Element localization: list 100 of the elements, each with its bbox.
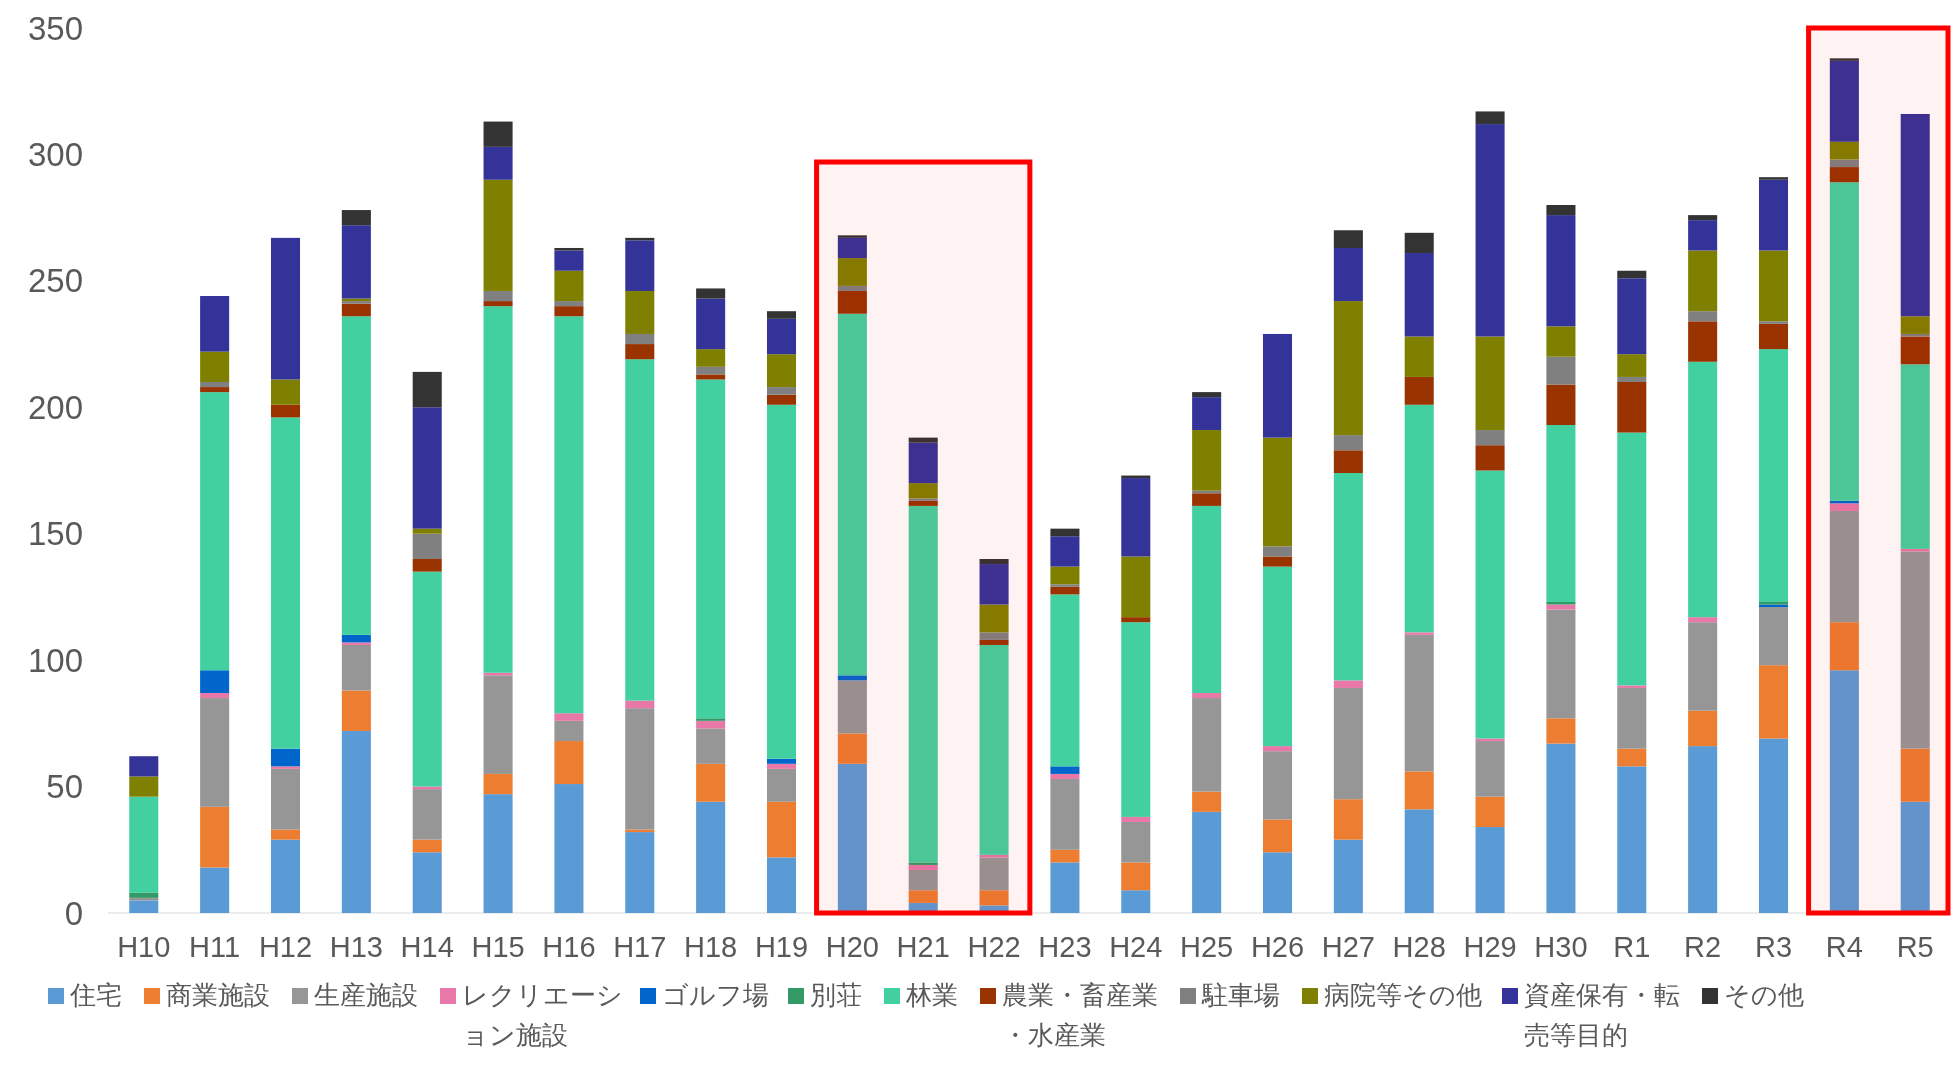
- bar: [1546, 326, 1576, 357]
- bar: [766, 758, 797, 764]
- bar: [483, 794, 513, 913]
- bar: [908, 505, 938, 863]
- x-tick-label: H20: [825, 931, 879, 963]
- bar: [483, 675, 513, 774]
- bar: [1829, 141, 1859, 160]
- legend-label: 病院等その他: [1324, 980, 1482, 1010]
- bar: [696, 728, 726, 764]
- bar: [1475, 827, 1505, 913]
- bar: [696, 379, 726, 719]
- bar: [1333, 435, 1363, 451]
- bar: [1617, 270, 1647, 279]
- bar: [1688, 710, 1718, 747]
- bar: [1688, 250, 1718, 312]
- bar: [1829, 510, 1859, 623]
- bar: [1546, 205, 1576, 216]
- bar: [1829, 167, 1859, 183]
- bar: [1617, 278, 1647, 355]
- bar: [908, 862, 938, 865]
- legend-label: 商業施設: [166, 980, 270, 1010]
- bar: [1262, 819, 1293, 853]
- bar: [1192, 430, 1222, 491]
- bar: [979, 905, 1009, 913]
- bar: [1688, 220, 1718, 251]
- x-tick-label: H27: [1321, 931, 1375, 963]
- y-tick-label: 0: [64, 894, 83, 932]
- bar: [1121, 478, 1151, 557]
- x-tick-label: H11: [189, 931, 241, 963]
- bar: [483, 121, 513, 147]
- x-tick-label: H28: [1392, 931, 1446, 963]
- x-tick-label: H15: [471, 931, 525, 963]
- bar: [1617, 685, 1647, 688]
- bar: [341, 642, 371, 645]
- bar: [625, 708, 655, 830]
- bar: [1333, 450, 1363, 474]
- bar: [1404, 336, 1434, 377]
- bar: [1192, 791, 1222, 812]
- bar: [766, 768, 797, 802]
- y-tick-label: 200: [27, 388, 83, 426]
- bar: [1475, 741, 1505, 797]
- bar: [1192, 698, 1222, 792]
- x-tick-label: H26: [1250, 931, 1305, 963]
- bar: [1262, 746, 1293, 752]
- bar: [766, 404, 797, 759]
- bar: [412, 371, 442, 408]
- bar: [1475, 430, 1505, 446]
- bar: [1050, 773, 1080, 779]
- bar: [1758, 250, 1789, 322]
- bar: [908, 483, 938, 499]
- x-tick-label: H30: [1534, 931, 1588, 963]
- bar: [908, 890, 938, 903]
- bar: [1050, 584, 1080, 587]
- bar: [1758, 738, 1789, 913]
- bar: [341, 303, 371, 317]
- bar: [554, 713, 584, 721]
- bar: [129, 796, 159, 893]
- bar: [483, 306, 513, 673]
- bar: [483, 179, 513, 291]
- bar: [1404, 809, 1434, 913]
- x-tick-label: H16: [542, 931, 596, 963]
- x-tick-label: R3: [1754, 931, 1793, 963]
- bar: [129, 892, 159, 898]
- bar: [1121, 890, 1151, 913]
- bar: [1900, 113, 1930, 317]
- bar: [1475, 336, 1505, 431]
- bar: [1262, 852, 1293, 913]
- bar: [1688, 215, 1718, 221]
- bar: [270, 768, 301, 830]
- bar: [129, 756, 159, 777]
- bar: [696, 720, 726, 729]
- x-tick-label: H25: [1180, 931, 1234, 963]
- bar: [908, 870, 938, 891]
- legend-label: 林業: [905, 980, 958, 1010]
- bar: [483, 773, 513, 795]
- x-tick-label: H23: [1038, 931, 1092, 963]
- bar: [1617, 766, 1647, 913]
- bar: [200, 351, 230, 382]
- bar: [1688, 361, 1718, 618]
- bar: [1829, 58, 1859, 61]
- legend-label: ゴルフ場: [662, 980, 769, 1010]
- bar: [554, 720, 584, 742]
- bar: [766, 857, 797, 913]
- bar: [766, 311, 797, 319]
- bar: [837, 258, 867, 286]
- bar: [625, 290, 655, 334]
- bar: [200, 806, 230, 868]
- legend-label: 生産施設: [314, 980, 418, 1010]
- bar: [270, 766, 301, 769]
- y-tick-label: 350: [27, 9, 83, 47]
- bar: [1050, 566, 1080, 585]
- bar: [412, 852, 442, 913]
- bar: [270, 379, 301, 405]
- bar: [554, 306, 584, 317]
- bar: [1262, 566, 1293, 747]
- bar: [1546, 356, 1576, 385]
- bar: [1333, 687, 1363, 800]
- bar: [1900, 336, 1930, 365]
- bar: [696, 801, 726, 913]
- bar: [625, 700, 655, 709]
